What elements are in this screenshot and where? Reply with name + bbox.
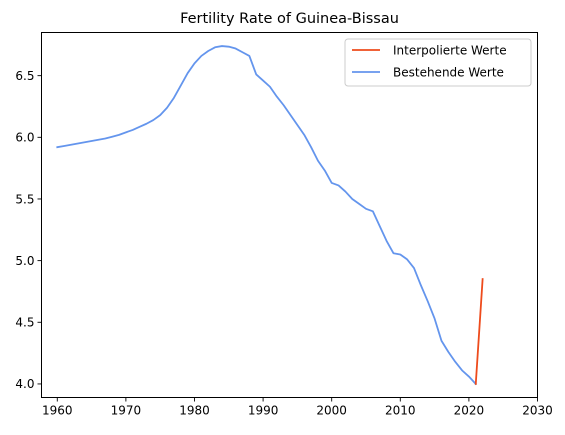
x-tick-label: 2020 xyxy=(454,404,485,418)
x-tick-label: 1990 xyxy=(248,404,279,418)
y-tick-label: 6.0 xyxy=(15,131,34,145)
x-tick-label: 1980 xyxy=(179,404,210,418)
legend: Interpolierte Werte Bestehende Werte xyxy=(345,39,531,86)
x-tick-label: 1960 xyxy=(42,404,73,418)
chart-title: Fertility Rate of Guinea-Bissau xyxy=(180,11,399,27)
y-tick-label: 5.0 xyxy=(15,254,34,268)
y-tick-label: 4.0 xyxy=(15,377,34,391)
y-tick-label: 4.5 xyxy=(15,316,34,330)
legend-label-bestehende-werte: Bestehende Werte xyxy=(393,66,504,80)
y-tick-label: 6.5 xyxy=(15,69,34,83)
legend-label-interpolierte-werte: Interpolierte Werte xyxy=(393,44,507,58)
y-tick-label: 5.5 xyxy=(15,192,34,206)
x-tick-label: 1970 xyxy=(111,404,142,418)
x-tick-label: 2030 xyxy=(522,404,553,418)
x-tick-label: 2000 xyxy=(316,404,347,418)
x-tick-label: 2010 xyxy=(385,404,416,418)
